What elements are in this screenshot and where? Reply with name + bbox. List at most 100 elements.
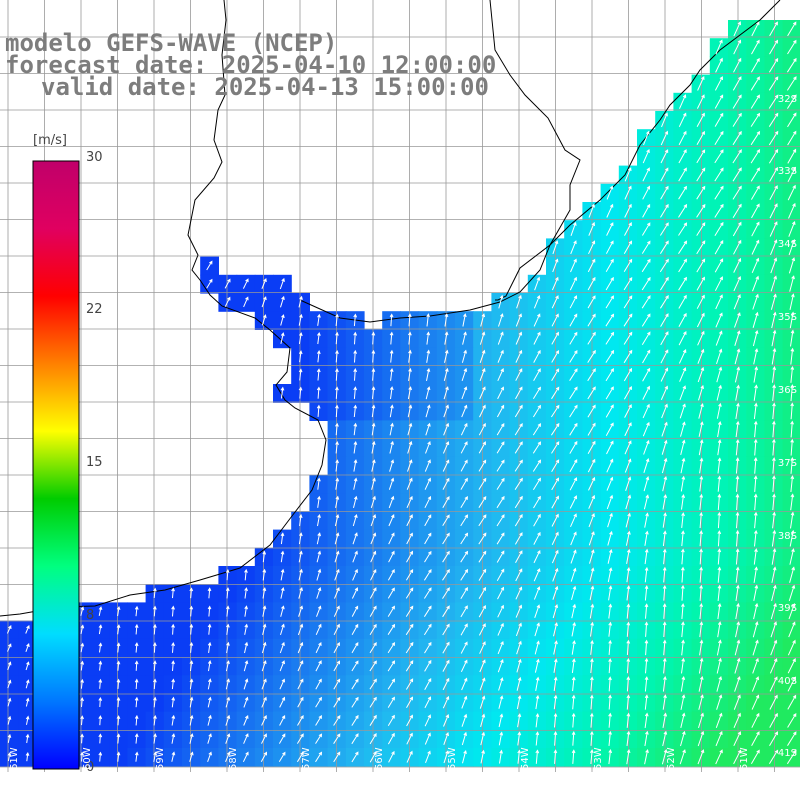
wind-arrow: [714, 239, 724, 255]
wind-arrow: [735, 602, 740, 620]
wind-arrow: [662, 512, 667, 528]
wind-arrow: [207, 605, 212, 617]
wind-arrow: [298, 550, 303, 563]
lon-label: 57W: [301, 747, 312, 770]
wind-arrow: [225, 696, 231, 708]
wind-arrow: [496, 568, 505, 582]
wind-arrow: [680, 712, 686, 729]
wind-arrow: [515, 386, 523, 400]
wind-arrows: [6, 21, 797, 765]
wind-arrow: [641, 331, 651, 345]
wind-arrow: [551, 313, 559, 327]
wind-arrow: [423, 605, 432, 617]
wind-arrow: [642, 403, 650, 419]
wind-arrow: [189, 678, 194, 690]
wind-arrow: [335, 349, 339, 363]
wind-arrow: [443, 404, 449, 418]
wind-arrow: [570, 221, 577, 236]
wind-arrow: [498, 713, 504, 728]
wind-arrow: [623, 277, 633, 291]
wind-arrow: [587, 404, 596, 418]
wind-arrow: [7, 697, 12, 707]
wind-arrow: [280, 532, 285, 545]
wind-arrow: [661, 403, 668, 419]
wind-arrow: [753, 602, 759, 620]
wind-arrow: [624, 422, 632, 437]
wind-arrow: [753, 529, 758, 547]
wind-arrow: [171, 714, 176, 726]
wind-arrow: [7, 661, 12, 671]
wind-arrow: [553, 676, 558, 692]
wind-arrow: [717, 530, 722, 547]
wind-arrow: [589, 694, 594, 710]
wind-arrow: [371, 386, 376, 399]
wind-arrow: [790, 329, 795, 347]
wind-arrow: [698, 402, 704, 419]
wind-arrow: [514, 514, 523, 527]
wind-arrow: [680, 421, 686, 437]
wind-arrow: [353, 386, 358, 399]
wind-arrow: [696, 312, 705, 328]
wind-arrow: [460, 605, 468, 618]
wind-arrow: [681, 530, 685, 547]
wind-arrow: [787, 676, 796, 692]
wind-arrow: [569, 350, 578, 363]
wind-arrow: [462, 749, 467, 764]
wind-arrow: [569, 295, 578, 309]
wind-arrow: [479, 641, 486, 654]
wind-arrow: [587, 368, 596, 382]
wind-arrow: [696, 294, 705, 309]
wind-arrow: [479, 404, 486, 418]
wind-arrow: [516, 658, 522, 673]
wind-arrow: [206, 260, 213, 271]
wind-arrow: [317, 313, 321, 326]
wind-arrow: [551, 386, 560, 400]
wind-arrow: [553, 658, 558, 673]
wind-arrow: [80, 697, 84, 707]
wind-arrow: [716, 348, 723, 365]
wind-arrow: [225, 714, 231, 726]
wind-arrow: [606, 185, 614, 200]
wind-arrow: [514, 459, 523, 472]
wind-arrow: [335, 495, 340, 508]
wind-arrow: [532, 404, 541, 418]
wind-arrow: [387, 605, 395, 617]
wind-arrow: [387, 732, 395, 745]
wind-arrow: [478, 514, 487, 527]
wind-arrow: [243, 714, 249, 726]
wind-arrow: [424, 495, 432, 509]
colorbar-unit: [m/s]: [33, 133, 67, 148]
wind-arrow: [733, 21, 741, 37]
wind-arrow: [570, 240, 577, 255]
wind-arrow: [605, 368, 614, 382]
wind-arrow: [480, 713, 486, 728]
lon-label: 56W: [374, 747, 385, 770]
wind-arrow: [207, 587, 212, 599]
wind-arrow: [752, 639, 759, 656]
wind-arrow: [333, 605, 340, 617]
wind-arrow: [753, 420, 758, 438]
wind-arrow: [680, 730, 686, 747]
wind-arrow: [660, 203, 669, 218]
wind-arrow: [551, 331, 559, 345]
wind-arrow: [480, 731, 486, 746]
wind-arrow: [497, 604, 504, 618]
wind-arrow: [280, 386, 285, 399]
wind-arrow: [608, 749, 613, 765]
wind-arrow: [496, 550, 505, 563]
wind-arrow: [772, 511, 776, 529]
wind-arrow: [442, 477, 450, 490]
wind-arrow: [788, 584, 796, 602]
wind-arrow: [642, 421, 650, 437]
wind-arrow: [407, 440, 413, 454]
wind-arrow: [226, 623, 230, 635]
wind-arrow: [353, 368, 358, 381]
wind-arrow: [424, 532, 432, 545]
wind-arrow: [134, 660, 139, 671]
wind-arrow: [606, 440, 614, 455]
wind-arrow: [626, 694, 631, 710]
lat-label: 38S: [777, 531, 797, 542]
wind-arrow: [424, 714, 431, 727]
wind-arrow: [571, 731, 576, 746]
wind-arrow: [497, 586, 505, 600]
